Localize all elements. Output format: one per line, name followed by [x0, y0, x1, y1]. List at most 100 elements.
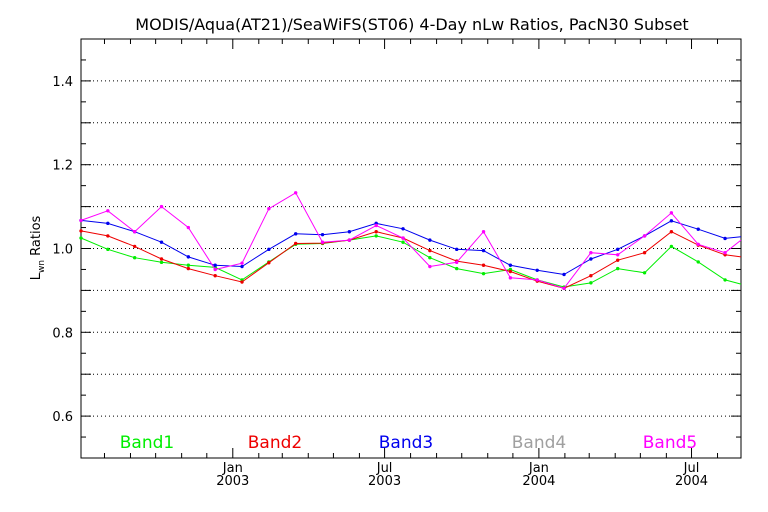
legend-entry-band2: Band2 — [248, 433, 302, 453]
data-point — [616, 258, 620, 262]
grid-layer — [81, 80, 741, 417]
data-point — [240, 264, 244, 269]
data-point — [320, 240, 325, 244]
x-tick-year-label: 2003 — [216, 474, 249, 489]
data-point — [642, 250, 647, 255]
data-point — [132, 244, 137, 249]
data-point — [616, 247, 620, 252]
data-point — [106, 234, 110, 238]
data-point — [696, 227, 700, 231]
data-point — [589, 274, 593, 278]
data-point — [696, 242, 700, 247]
data-point — [79, 218, 83, 223]
data-point — [267, 247, 271, 252]
data-point — [428, 238, 432, 242]
x-tick-month-label: Jul — [376, 461, 393, 476]
data-point — [240, 280, 244, 284]
x-tick-month-label: Jan — [528, 461, 549, 476]
data-point — [267, 261, 271, 265]
series-line — [80, 235, 742, 288]
data-point — [401, 236, 405, 240]
data-point — [508, 263, 513, 267]
data-point — [723, 278, 727, 282]
data-point — [79, 229, 83, 233]
data-point — [267, 206, 271, 211]
data-point — [589, 281, 593, 285]
data-point — [106, 221, 110, 226]
series-band3 — [79, 218, 742, 277]
data-point — [428, 264, 432, 269]
data-point — [293, 232, 298, 236]
data-point — [508, 269, 513, 274]
x-tick-month-label: Jan — [222, 461, 243, 476]
data-point — [347, 230, 352, 234]
data-point — [159, 204, 164, 209]
data-point — [535, 268, 539, 272]
data-point — [106, 209, 110, 213]
y-tick-label: 1.2 — [52, 159, 73, 174]
data-point — [428, 256, 432, 260]
legend-entry-band1: Band1 — [120, 433, 174, 453]
data-point — [132, 256, 137, 260]
legend-entry-band3: Band3 — [379, 433, 433, 453]
data-point — [401, 240, 405, 244]
data-point — [642, 234, 647, 238]
data-point — [320, 232, 325, 237]
data-point — [293, 191, 298, 195]
data-point — [213, 263, 217, 267]
data-point — [186, 255, 191, 259]
series-line — [80, 230, 742, 289]
series-line — [80, 219, 742, 276]
data-point — [589, 257, 593, 261]
y-tick-label: 0.6 — [52, 410, 73, 425]
data-point — [213, 267, 217, 272]
data-point — [374, 234, 378, 238]
data-point — [132, 230, 137, 234]
data-point — [455, 266, 459, 271]
data-point — [616, 253, 620, 257]
data-point — [481, 230, 486, 234]
data-point — [669, 230, 674, 234]
data-point — [401, 227, 405, 231]
data-point — [562, 272, 566, 277]
data-point — [616, 266, 620, 271]
axis-layer: 0.60.81.01.21.4Jan2003Jul2003Jan2004Jul2… — [52, 38, 741, 489]
data-point — [240, 261, 244, 265]
data-point — [159, 257, 164, 261]
y-tick-label: 1.0 — [52, 243, 73, 258]
data-point — [589, 250, 593, 255]
y-axis-label: Lwn Ratios — [29, 215, 47, 280]
data-point — [374, 223, 378, 228]
data-point — [669, 219, 674, 223]
x-tick-year-label: 2003 — [368, 474, 401, 489]
data-point — [374, 230, 378, 234]
data-point — [723, 236, 727, 241]
series-band1 — [79, 234, 742, 289]
data-point — [508, 276, 513, 280]
data-point — [428, 248, 432, 253]
legend-entry-band4: Band4 — [512, 433, 566, 453]
data-point — [696, 260, 700, 264]
data-point — [347, 238, 352, 242]
x-tick-month-label: Jul — [683, 461, 700, 476]
data-point — [481, 271, 486, 276]
series-line — [80, 192, 742, 289]
data-point — [455, 247, 459, 252]
data-point — [213, 274, 217, 278]
y-axis-label-main: L — [29, 272, 44, 280]
data-point — [159, 260, 164, 265]
series-band5 — [79, 191, 742, 291]
x-tick-year-label: 2004 — [675, 474, 708, 489]
data-point — [481, 248, 486, 253]
data-point — [642, 271, 647, 275]
data-point — [481, 263, 486, 267]
chart-title: MODIS/Aqua(AT21)/SeaWiFS(ST06) 4-Day nLw… — [135, 15, 688, 34]
x-tick-year-label: 2004 — [522, 474, 555, 489]
data-point — [562, 286, 566, 291]
y-tick-label: 0.8 — [52, 326, 73, 341]
data-point — [186, 263, 191, 267]
legend-entry-band5: Band5 — [643, 433, 697, 453]
data-point — [535, 278, 539, 282]
data-point — [186, 266, 191, 271]
